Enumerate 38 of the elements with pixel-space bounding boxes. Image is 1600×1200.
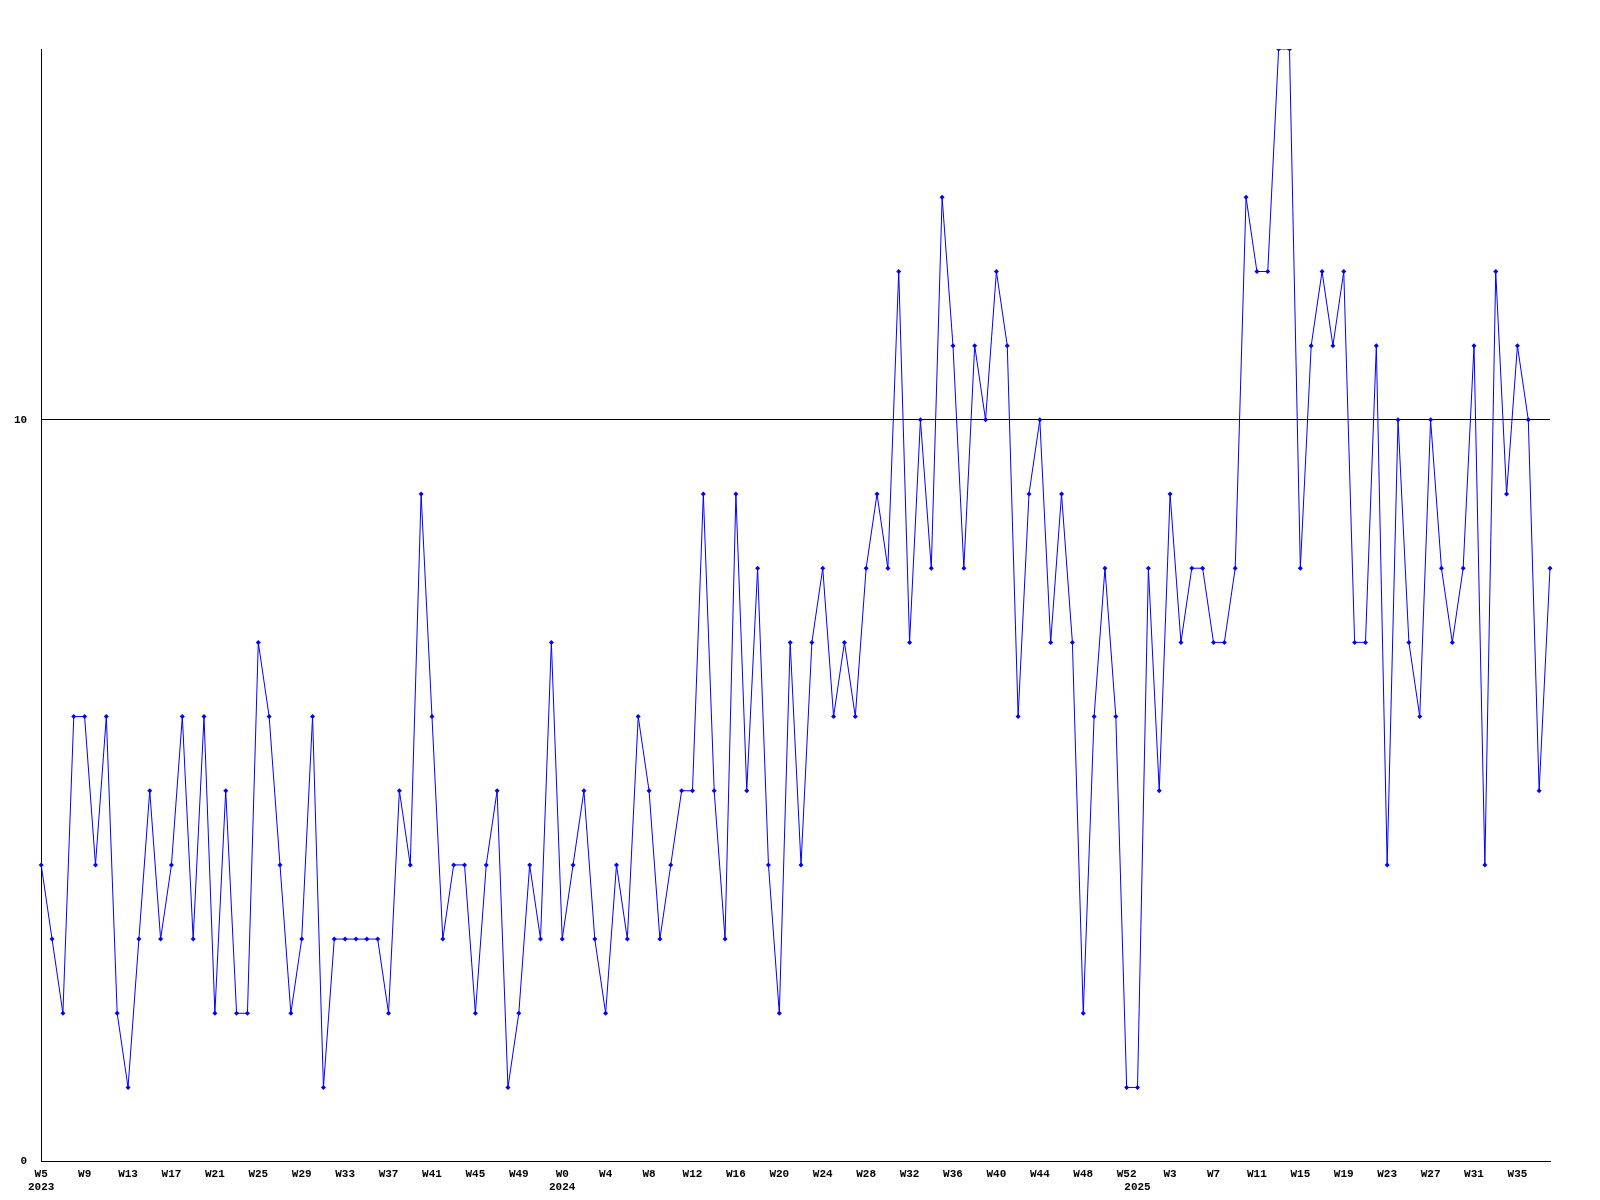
- y-tick-label: 0: [20, 1155, 28, 1168]
- x-tick-label: W40: [986, 1167, 1007, 1180]
- x-tick-label: W3: [1163, 1167, 1178, 1180]
- x-tick-label: W35: [1507, 1167, 1528, 1180]
- x-tick-label: W9: [78, 1167, 92, 1180]
- x-tick-label: W7: [1206, 1167, 1221, 1180]
- x-tick-label: W48: [1073, 1167, 1094, 1180]
- x-tick-label: W25: [248, 1167, 269, 1180]
- x-tick-label: W5 2023: [28, 1167, 55, 1194]
- x-tick-label: W36: [943, 1167, 963, 1180]
- x-tick-label: W11: [1247, 1167, 1268, 1180]
- x-tick-label: W0 2024: [549, 1167, 576, 1194]
- x-tick-label: W12: [682, 1167, 703, 1180]
- x-tick-label: W15: [1290, 1167, 1311, 1180]
- x-tick-label: W37: [378, 1167, 399, 1180]
- x-tick-label: W44: [1029, 1167, 1051, 1180]
- x-tick-label: W33: [335, 1167, 356, 1180]
- x-tick-label: W29: [291, 1167, 312, 1180]
- x-tick-label: W24: [812, 1167, 834, 1180]
- x-tick-label: W28: [856, 1167, 877, 1180]
- x-tick-label: W16: [725, 1167, 746, 1180]
- x-tick-label: W45: [465, 1167, 486, 1180]
- x-tick-label: W49: [508, 1167, 529, 1180]
- x-tick-label: W17: [161, 1167, 182, 1180]
- x-tick-label: W8: [642, 1167, 657, 1180]
- y-tick-label: 10: [14, 413, 28, 426]
- x-tick-label: W27: [1420, 1167, 1441, 1180]
- x-tick-label: W41: [422, 1167, 443, 1180]
- x-tick-label: 2025: [1124, 1181, 1152, 1194]
- x-tick-label: W19: [1333, 1167, 1354, 1180]
- x-tick-label: W13: [118, 1167, 139, 1180]
- x-tick-label: W4: [599, 1167, 613, 1180]
- x-tick-label: W21: [204, 1167, 226, 1180]
- x-tick-label: W20: [769, 1167, 790, 1180]
- x-tick-label: W31: [1464, 1167, 1485, 1180]
- x-tick-label: W23: [1377, 1167, 1398, 1180]
- x-tick-label: W52: [1116, 1167, 1137, 1180]
- x-tick-label: W32: [899, 1167, 920, 1180]
